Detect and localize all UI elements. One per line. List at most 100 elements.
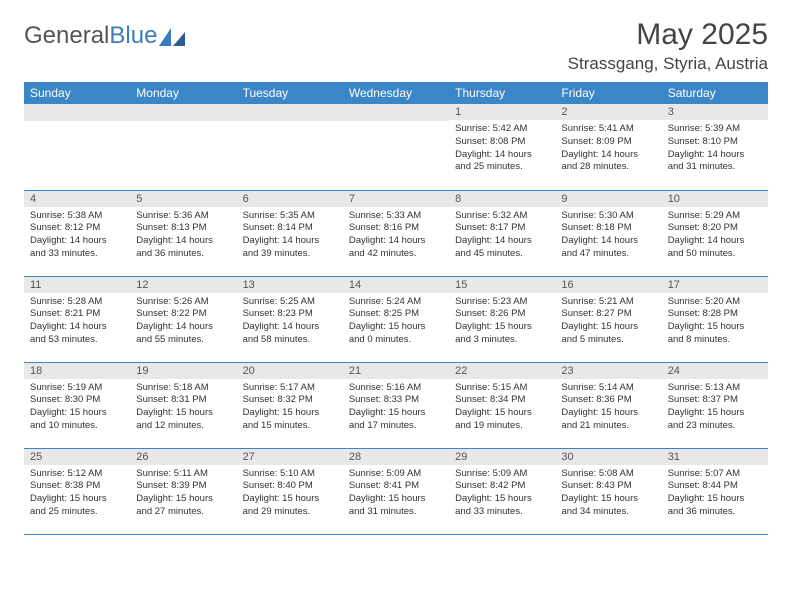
day-details: Sunrise: 5:17 AMSunset: 8:32 PMDaylight:… bbox=[237, 379, 343, 437]
day-number: 26 bbox=[130, 449, 236, 465]
column-header: Tuesday bbox=[237, 82, 343, 104]
calendar-day-cell: 8Sunrise: 5:32 AMSunset: 8:17 PMDaylight… bbox=[449, 190, 555, 276]
day-details: Sunrise: 5:28 AMSunset: 8:21 PMDaylight:… bbox=[24, 293, 130, 351]
calendar-day-cell: 11Sunrise: 5:28 AMSunset: 8:21 PMDayligh… bbox=[24, 276, 130, 362]
day-number: 8 bbox=[449, 191, 555, 207]
calendar-day-cell: 4Sunrise: 5:38 AMSunset: 8:12 PMDaylight… bbox=[24, 190, 130, 276]
day-details: Sunrise: 5:08 AMSunset: 8:43 PMDaylight:… bbox=[555, 465, 661, 523]
calendar-day-cell: 9Sunrise: 5:30 AMSunset: 8:18 PMDaylight… bbox=[555, 190, 661, 276]
calendar-week-row: 25Sunrise: 5:12 AMSunset: 8:38 PMDayligh… bbox=[24, 448, 768, 534]
day-details: Sunrise: 5:30 AMSunset: 8:18 PMDaylight:… bbox=[555, 207, 661, 265]
calendar-day-cell: 27Sunrise: 5:10 AMSunset: 8:40 PMDayligh… bbox=[237, 448, 343, 534]
day-details: Sunrise: 5:10 AMSunset: 8:40 PMDaylight:… bbox=[237, 465, 343, 523]
day-number: 14 bbox=[343, 277, 449, 293]
day-number: 4 bbox=[24, 191, 130, 207]
calendar-day-cell: 30Sunrise: 5:08 AMSunset: 8:43 PMDayligh… bbox=[555, 448, 661, 534]
day-number: 10 bbox=[662, 191, 768, 207]
calendar-day-cell: 13Sunrise: 5:25 AMSunset: 8:23 PMDayligh… bbox=[237, 276, 343, 362]
calendar-day-cell: 16Sunrise: 5:21 AMSunset: 8:27 PMDayligh… bbox=[555, 276, 661, 362]
calendar-day-cell bbox=[24, 104, 130, 190]
calendar-day-cell: 1Sunrise: 5:42 AMSunset: 8:08 PMDaylight… bbox=[449, 104, 555, 190]
day-details: Sunrise: 5:09 AMSunset: 8:42 PMDaylight:… bbox=[449, 465, 555, 523]
calendar-day-cell: 24Sunrise: 5:13 AMSunset: 8:37 PMDayligh… bbox=[662, 362, 768, 448]
day-number: 19 bbox=[130, 363, 236, 379]
calendar-day-cell: 19Sunrise: 5:18 AMSunset: 8:31 PMDayligh… bbox=[130, 362, 236, 448]
day-details: Sunrise: 5:26 AMSunset: 8:22 PMDaylight:… bbox=[130, 293, 236, 351]
calendar-week-row: 11Sunrise: 5:28 AMSunset: 8:21 PMDayligh… bbox=[24, 276, 768, 362]
day-details: Sunrise: 5:21 AMSunset: 8:27 PMDaylight:… bbox=[555, 293, 661, 351]
day-number bbox=[237, 104, 343, 121]
title-block: May 2025 Strassgang, Styria, Austria bbox=[568, 18, 768, 74]
column-header: Monday bbox=[130, 82, 236, 104]
column-header: Thursday bbox=[449, 82, 555, 104]
day-number: 18 bbox=[24, 363, 130, 379]
day-number bbox=[24, 104, 130, 121]
day-details: Sunrise: 5:13 AMSunset: 8:37 PMDaylight:… bbox=[662, 379, 768, 437]
day-details: Sunrise: 5:32 AMSunset: 8:17 PMDaylight:… bbox=[449, 207, 555, 265]
column-header: Wednesday bbox=[343, 82, 449, 104]
day-number: 5 bbox=[130, 191, 236, 207]
calendar-week-row: 18Sunrise: 5:19 AMSunset: 8:30 PMDayligh… bbox=[24, 362, 768, 448]
day-number: 31 bbox=[662, 449, 768, 465]
day-number: 28 bbox=[343, 449, 449, 465]
day-number: 22 bbox=[449, 363, 555, 379]
day-number: 23 bbox=[555, 363, 661, 379]
day-number: 27 bbox=[237, 449, 343, 465]
day-number: 29 bbox=[449, 449, 555, 465]
day-details: Sunrise: 5:09 AMSunset: 8:41 PMDaylight:… bbox=[343, 465, 449, 523]
day-details: Sunrise: 5:39 AMSunset: 8:10 PMDaylight:… bbox=[662, 120, 768, 178]
day-number: 11 bbox=[24, 277, 130, 293]
calendar-day-cell: 18Sunrise: 5:19 AMSunset: 8:30 PMDayligh… bbox=[24, 362, 130, 448]
calendar-day-cell: 25Sunrise: 5:12 AMSunset: 8:38 PMDayligh… bbox=[24, 448, 130, 534]
calendar-day-cell: 17Sunrise: 5:20 AMSunset: 8:28 PMDayligh… bbox=[662, 276, 768, 362]
column-header: Friday bbox=[555, 82, 661, 104]
calendar-day-cell: 15Sunrise: 5:23 AMSunset: 8:26 PMDayligh… bbox=[449, 276, 555, 362]
calendar-day-cell: 21Sunrise: 5:16 AMSunset: 8:33 PMDayligh… bbox=[343, 362, 449, 448]
calendar-body: 1Sunrise: 5:42 AMSunset: 8:08 PMDaylight… bbox=[24, 104, 768, 534]
location-subtitle: Strassgang, Styria, Austria bbox=[568, 54, 768, 74]
day-details: Sunrise: 5:29 AMSunset: 8:20 PMDaylight:… bbox=[662, 207, 768, 265]
column-header: Saturday bbox=[662, 82, 768, 104]
day-number: 6 bbox=[237, 191, 343, 207]
day-details: Sunrise: 5:41 AMSunset: 8:09 PMDaylight:… bbox=[555, 120, 661, 178]
day-details: Sunrise: 5:15 AMSunset: 8:34 PMDaylight:… bbox=[449, 379, 555, 437]
calendar-day-cell: 2Sunrise: 5:41 AMSunset: 8:09 PMDaylight… bbox=[555, 104, 661, 190]
day-details: Sunrise: 5:38 AMSunset: 8:12 PMDaylight:… bbox=[24, 207, 130, 265]
day-details: Sunrise: 5:35 AMSunset: 8:14 PMDaylight:… bbox=[237, 207, 343, 265]
calendar-header-row: SundayMondayTuesdayWednesdayThursdayFrid… bbox=[24, 82, 768, 104]
day-number bbox=[343, 104, 449, 121]
day-number: 21 bbox=[343, 363, 449, 379]
calendar-day-cell: 22Sunrise: 5:15 AMSunset: 8:34 PMDayligh… bbox=[449, 362, 555, 448]
calendar-page: GeneralBlue May 2025 Strassgang, Styria,… bbox=[0, 0, 792, 545]
day-details: Sunrise: 5:33 AMSunset: 8:16 PMDaylight:… bbox=[343, 207, 449, 265]
day-number: 20 bbox=[237, 363, 343, 379]
day-number: 7 bbox=[343, 191, 449, 207]
calendar-day-cell bbox=[130, 104, 236, 190]
calendar-day-cell bbox=[343, 104, 449, 190]
calendar-day-cell: 10Sunrise: 5:29 AMSunset: 8:20 PMDayligh… bbox=[662, 190, 768, 276]
day-number: 1 bbox=[449, 104, 555, 120]
day-number: 12 bbox=[130, 277, 236, 293]
calendar-day-cell: 3Sunrise: 5:39 AMSunset: 8:10 PMDaylight… bbox=[662, 104, 768, 190]
calendar-table: SundayMondayTuesdayWednesdayThursdayFrid… bbox=[24, 82, 768, 535]
day-number: 16 bbox=[555, 277, 661, 293]
day-details: Sunrise: 5:23 AMSunset: 8:26 PMDaylight:… bbox=[449, 293, 555, 351]
calendar-day-cell: 14Sunrise: 5:24 AMSunset: 8:25 PMDayligh… bbox=[343, 276, 449, 362]
calendar-day-cell: 28Sunrise: 5:09 AMSunset: 8:41 PMDayligh… bbox=[343, 448, 449, 534]
day-number: 2 bbox=[555, 104, 661, 120]
day-number: 25 bbox=[24, 449, 130, 465]
calendar-day-cell: 12Sunrise: 5:26 AMSunset: 8:22 PMDayligh… bbox=[130, 276, 236, 362]
day-details: Sunrise: 5:16 AMSunset: 8:33 PMDaylight:… bbox=[343, 379, 449, 437]
day-number: 24 bbox=[662, 363, 768, 379]
header: GeneralBlue May 2025 Strassgang, Styria,… bbox=[24, 18, 768, 74]
day-details: Sunrise: 5:18 AMSunset: 8:31 PMDaylight:… bbox=[130, 379, 236, 437]
logo: GeneralBlue bbox=[24, 22, 185, 50]
calendar-day-cell: 23Sunrise: 5:14 AMSunset: 8:36 PMDayligh… bbox=[555, 362, 661, 448]
calendar-week-row: 1Sunrise: 5:42 AMSunset: 8:08 PMDaylight… bbox=[24, 104, 768, 190]
day-number: 30 bbox=[555, 449, 661, 465]
day-number: 17 bbox=[662, 277, 768, 293]
logo-sail-icon bbox=[159, 28, 185, 48]
calendar-day-cell: 26Sunrise: 5:11 AMSunset: 8:39 PMDayligh… bbox=[130, 448, 236, 534]
calendar-day-cell bbox=[237, 104, 343, 190]
calendar-day-cell: 31Sunrise: 5:07 AMSunset: 8:44 PMDayligh… bbox=[662, 448, 768, 534]
